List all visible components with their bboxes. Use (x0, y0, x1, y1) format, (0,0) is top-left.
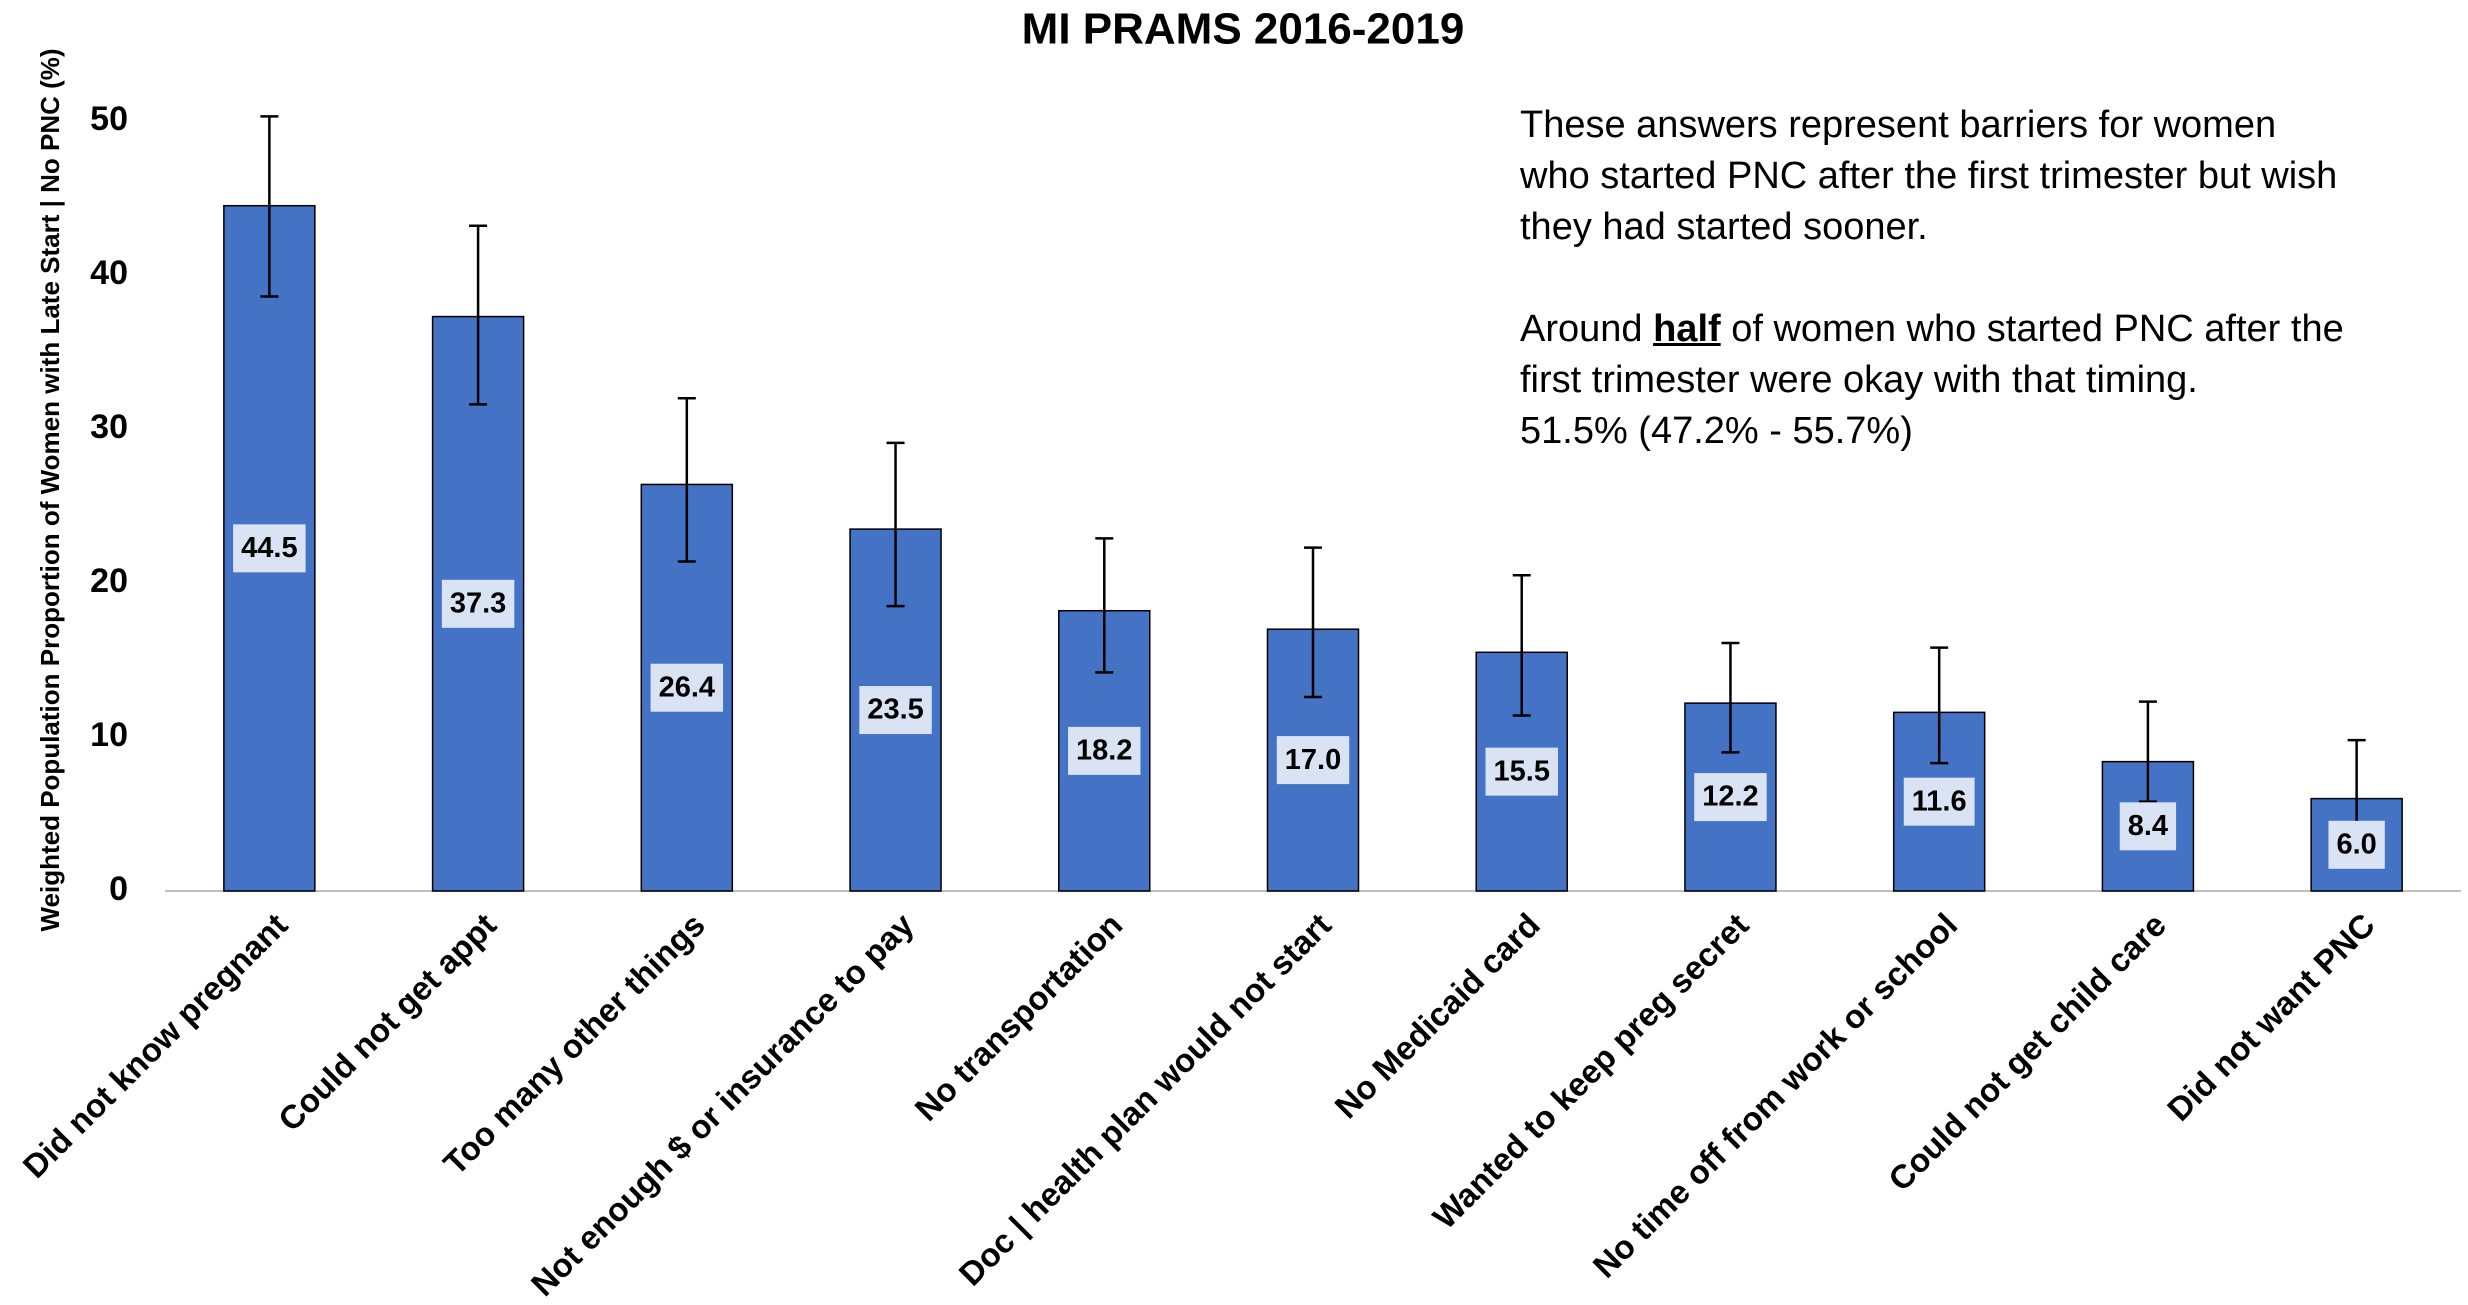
data-label: 26.4 (659, 671, 715, 703)
chart-title: MI PRAMS 2016-2019 (1022, 5, 1465, 54)
x-tick-label: No Medicaid card (1327, 906, 1546, 1125)
data-label: 37.3 (450, 587, 506, 619)
data-label-box (1276, 736, 1350, 785)
annotation-text: 51.5% (47.2% - 55.7%) (1520, 410, 1913, 452)
data-label-box (1068, 726, 1141, 775)
data-label: 18.2 (1076, 735, 1132, 767)
data-label-box (441, 579, 515, 628)
data-label: 8.4 (2128, 810, 2168, 842)
y-tick-label: 50 (90, 100, 128, 138)
annotation-text: Around half of women who started PNC aft… (1520, 304, 2350, 406)
data-label-box (859, 686, 932, 735)
text: Around (1520, 308, 1654, 350)
emphasis: half (1653, 308, 1721, 350)
text: of women who started PNC after the first… (1520, 308, 2344, 401)
x-tick-label: Did not want PNC (2160, 906, 2382, 1128)
x-tick-label: Doc | health plan would not start (952, 906, 1339, 1293)
data-label-box (1485, 747, 1558, 796)
data-label: 44.5 (241, 532, 297, 564)
data-label: 17.0 (1285, 744, 1341, 776)
x-tick-label: Did not know pregnant (16, 906, 295, 1185)
data-label-box (2119, 802, 2177, 851)
y-tick-label: 30 (90, 408, 128, 446)
y-tick-label: 0 (109, 870, 128, 908)
y-tick-label: 40 (90, 254, 128, 292)
x-tick-label: No transportation (907, 906, 1129, 1128)
data-label: 23.5 (867, 694, 923, 726)
x-tick-label: Could not get appt (271, 906, 503, 1138)
data-label-box (650, 663, 724, 712)
data-label: 15.5 (1494, 755, 1550, 787)
data-label: 12.2 (1702, 781, 1758, 813)
data-label-box (1903, 777, 1975, 826)
y-tick-label: 10 (90, 716, 128, 754)
x-tick-label: No time off from work or school (1585, 906, 1964, 1285)
y-axis-label: Weighted Population Proportion of Women … (35, 48, 65, 931)
y-tick-label: 20 (90, 562, 128, 600)
data-label-box (1694, 773, 1767, 822)
data-label: 6.0 (2336, 828, 2376, 860)
annotation: These answers represent barriers for wom… (1520, 100, 2350, 457)
data-label-box (2328, 820, 2385, 869)
data-label: 11.6 (1912, 785, 1967, 817)
x-tick-label: Not enough $ or insurance to pay (524, 905, 921, 1302)
annotation-text: These answers represent barriers for wom… (1520, 104, 2338, 248)
data-label-box (233, 524, 306, 573)
